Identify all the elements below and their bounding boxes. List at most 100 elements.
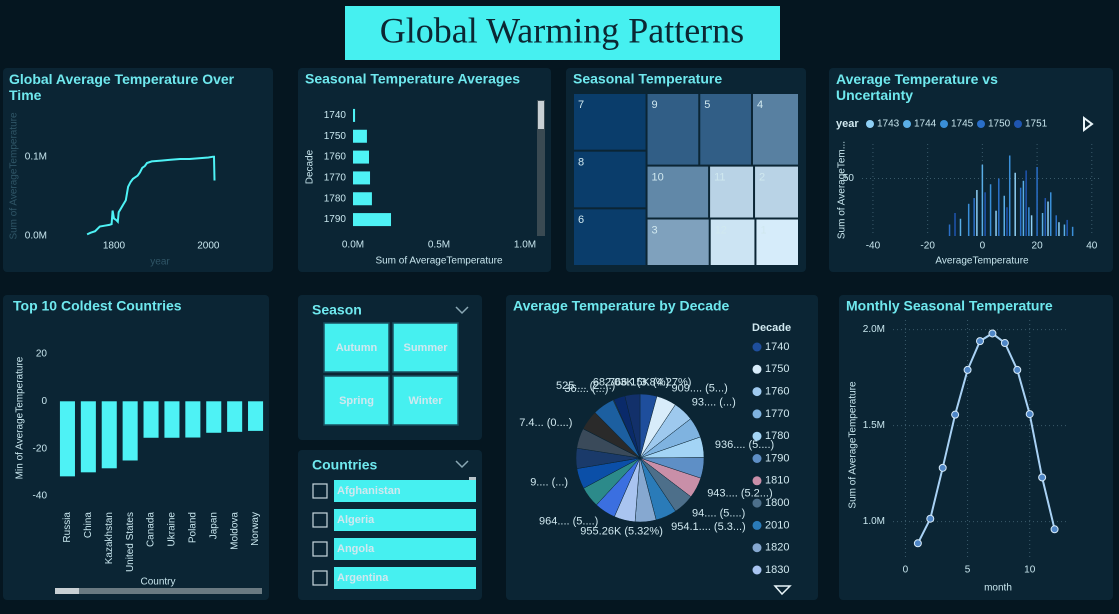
play-button[interactable] <box>1083 116 1094 132</box>
cell-label: 5 <box>704 99 710 111</box>
y-tick-label: 1750 <box>324 131 347 142</box>
legend-label: 1745 <box>951 119 974 130</box>
chart-title: Monthly Seasonal Temperature <box>846 298 1053 314</box>
cell-label: 3 <box>652 224 658 236</box>
cell-label: 9 <box>652 99 658 111</box>
x-tick-label: Russia <box>62 512 73 543</box>
checkbox[interactable] <box>312 512 328 528</box>
slicer-option[interactable]: Winter <box>408 395 443 407</box>
x-tick-label: Japan <box>208 512 219 539</box>
legend-swatch <box>752 454 762 463</box>
data-label: 954.1.... (5.3...) <box>671 521 746 533</box>
point <box>1000 339 1009 348</box>
chart-title: Average Temperature vs Uncertainty <box>836 71 1002 103</box>
cell-label: 8 <box>578 157 584 169</box>
treemap-cell <box>647 166 709 218</box>
legend-swatch <box>752 409 762 419</box>
bar <box>353 192 372 206</box>
chart-title: Seasonal Temperature <box>573 71 722 87</box>
checkbox[interactable] <box>312 570 328 586</box>
point <box>1050 525 1059 534</box>
slicer-option[interactable]: Spring <box>339 395 374 407</box>
x-tick-label: -20 <box>920 241 935 252</box>
legend-label: 1770 <box>765 408 789 420</box>
y-tick-label: 20 <box>36 349 48 360</box>
line <box>917 332 1056 544</box>
scroll-thumb[interactable] <box>538 101 544 129</box>
scroll-thumb[interactable] <box>55 588 79 594</box>
bar <box>164 401 180 438</box>
bar <box>353 108 356 122</box>
x-tick-label: United States <box>125 512 136 572</box>
slicer-option[interactable]: Summer <box>403 342 448 354</box>
legend-label: 1751 <box>1025 119 1048 130</box>
x-tick-label: 0.5M <box>428 240 450 251</box>
x-axis-label: month <box>984 583 1012 594</box>
title-box <box>345 6 780 60</box>
bar <box>80 401 96 473</box>
y-tick-label: 1770 <box>324 173 347 184</box>
data-label: 909.... (5...) <box>671 383 727 395</box>
data-label: 964.... (5....) <box>539 515 598 527</box>
option-bar[interactable] <box>334 509 476 531</box>
point <box>951 410 960 419</box>
point <box>963 365 972 374</box>
legend-swatch <box>752 498 762 508</box>
treemap-cell <box>710 166 754 218</box>
slicer-button[interactable] <box>323 322 390 373</box>
legend-swatch <box>752 364 762 374</box>
legend-swatch <box>752 520 762 530</box>
checkbox[interactable] <box>312 541 328 557</box>
slicer-option[interactable]: Autumn <box>336 342 378 354</box>
legend-title: year <box>836 118 859 130</box>
legend-label: 1790 <box>765 452 789 464</box>
option-bar[interactable] <box>334 567 476 589</box>
checkbox[interactable] <box>312 483 328 499</box>
legend-label: 1744 <box>914 119 937 130</box>
data-label: 9.... (...) <box>530 477 568 489</box>
chevron[interactable] <box>455 460 469 469</box>
chevron[interactable] <box>455 306 469 315</box>
x-tick-label: 0.0M <box>342 240 364 251</box>
y-tick-label: 1.0M <box>863 516 885 527</box>
slicer-option[interactable]: Algeria <box>337 514 375 526</box>
data-label: 955.26K (5.32%) <box>580 526 663 538</box>
chart-title: Top 10 Coldest Countries <box>13 298 182 314</box>
y-tick-label: -20 <box>33 443 48 454</box>
legend-swatch <box>752 431 762 441</box>
dashboard-title: Global Warming Patterns <box>380 10 744 50</box>
bar <box>101 401 117 469</box>
y-axis-label: Sum of AverageTemperature <box>848 381 859 509</box>
data-label: 7.4... (0....) <box>519 417 572 429</box>
scrollbar[interactable] <box>55 588 262 594</box>
treemap-cell <box>647 94 699 165</box>
chart-title: Seasonal Temperature Averages <box>305 71 520 87</box>
y-tick-label: 0.1M <box>25 151 47 162</box>
treemap-cell <box>752 94 798 165</box>
slicer-button[interactable] <box>392 375 459 426</box>
panel <box>3 68 273 272</box>
legend-more[interactable] <box>773 585 792 596</box>
bar <box>59 401 75 477</box>
legend-label: 1800 <box>765 497 789 509</box>
data-label: 936.... (5....) <box>715 439 774 451</box>
slicer-option[interactable]: Afghanistan <box>337 485 401 497</box>
x-tick-label: China <box>83 512 94 539</box>
treemap-cell <box>574 151 646 208</box>
legend-swatch <box>752 565 762 575</box>
x-tick-label: 2000 <box>197 241 220 252</box>
option-bar[interactable] <box>334 538 476 560</box>
slicer-option[interactable]: Argentina <box>337 572 389 584</box>
slicer-button[interactable] <box>323 375 390 426</box>
scrollbar[interactable] <box>537 100 545 236</box>
data-label: 94.... (5....) <box>692 507 745 519</box>
cell-label: 6 <box>578 214 584 226</box>
treemap-cell <box>647 219 709 265</box>
option-bar[interactable] <box>334 480 476 502</box>
slicer-button[interactable] <box>392 322 459 373</box>
panel <box>839 295 1113 600</box>
slicer-option[interactable]: Angola <box>337 543 375 555</box>
data-label: 766.15K (4.27%) <box>609 377 692 389</box>
